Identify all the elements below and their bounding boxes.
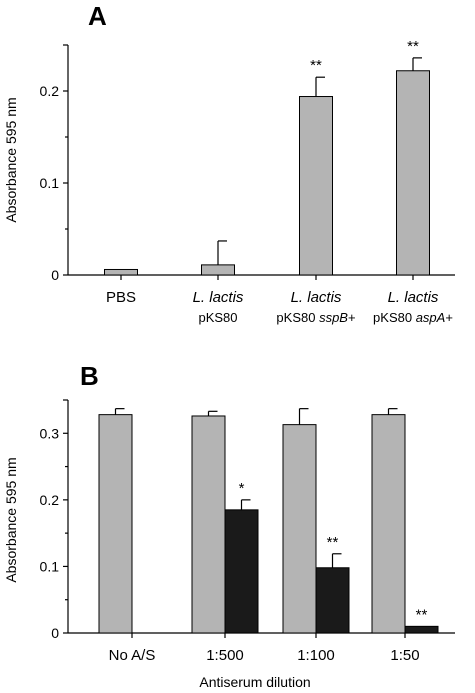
- panel-a-bar: [104, 268, 138, 276]
- panel-a-chart: 0 0.1 0.2 PBS L. lactis pKS80 ** L. lactis pKS80…: [40, 38, 455, 325]
- panel-a-y-axis-title: Absorbance 595 nm: [3, 97, 19, 222]
- panel-b-category-label: 1:500: [206, 647, 244, 664]
- panel-b-y-tick-label: 0.2: [40, 492, 60, 508]
- panel-a-category-sublabel: pKS80: [198, 310, 237, 325]
- panel-b-category-label: No A/S: [109, 647, 156, 664]
- panel-b-bar: [224, 509, 259, 634]
- panel-a-significance-label: **: [407, 38, 419, 55]
- panel-b-y-tick-label: 0.1: [40, 558, 60, 574]
- panel-a-category-label: L. lactis: [388, 289, 439, 306]
- panel-b-bar: [282, 424, 317, 634]
- panel-a-y-tick-label: 0: [51, 267, 59, 283]
- panel-a-category-label: L. lactis: [193, 289, 244, 306]
- panel-b-bar: [98, 414, 133, 634]
- panel-b-y-axis-title: Absorbance 595 nm: [3, 457, 19, 582]
- panel-b-y-tick-label: 0: [51, 625, 59, 641]
- panel-letter-a: A: [88, 1, 107, 31]
- panel-a-bar: [299, 96, 333, 276]
- panel-b-significance-label: **: [416, 606, 428, 623]
- panel-b-bar: [191, 415, 226, 634]
- panel-b-significance-label: **: [327, 534, 339, 551]
- panel-b-bar: [404, 625, 439, 634]
- panel-b-category-label: 1:50: [390, 647, 419, 664]
- panel-a-bar: [396, 70, 430, 276]
- panel-letter-b: B: [80, 361, 99, 391]
- panel-b-y-tick-label: 0.3: [40, 425, 60, 441]
- panel-b-category-label: 1:100: [297, 647, 335, 664]
- panel-b-bar: [371, 414, 406, 634]
- panel-b-chart: 0 0.1 0.2 0.3 No A/S * 1:500 ** 1:100 ** 1:50: [40, 399, 455, 664]
- panel-a-y-tick-label: 0.1: [40, 175, 60, 191]
- panel-a-significance-label: **: [310, 57, 322, 74]
- panel-a-category-sublabel: pKS80 sspB+: [276, 310, 355, 325]
- panel-a-category-label: PBS: [106, 289, 136, 306]
- panel-a-category-label: L. lactis: [291, 289, 342, 306]
- panel-a-category-sublabel: pKS80 aspA+: [373, 310, 453, 325]
- panel-a-bar: [201, 264, 235, 276]
- panel-b-significance-label: *: [239, 480, 245, 497]
- panel-b-x-axis-title: Antiserum dilution: [199, 674, 310, 690]
- panel-a-y-tick-label: 0.2: [40, 83, 60, 99]
- panel-b-bar: [315, 567, 350, 634]
